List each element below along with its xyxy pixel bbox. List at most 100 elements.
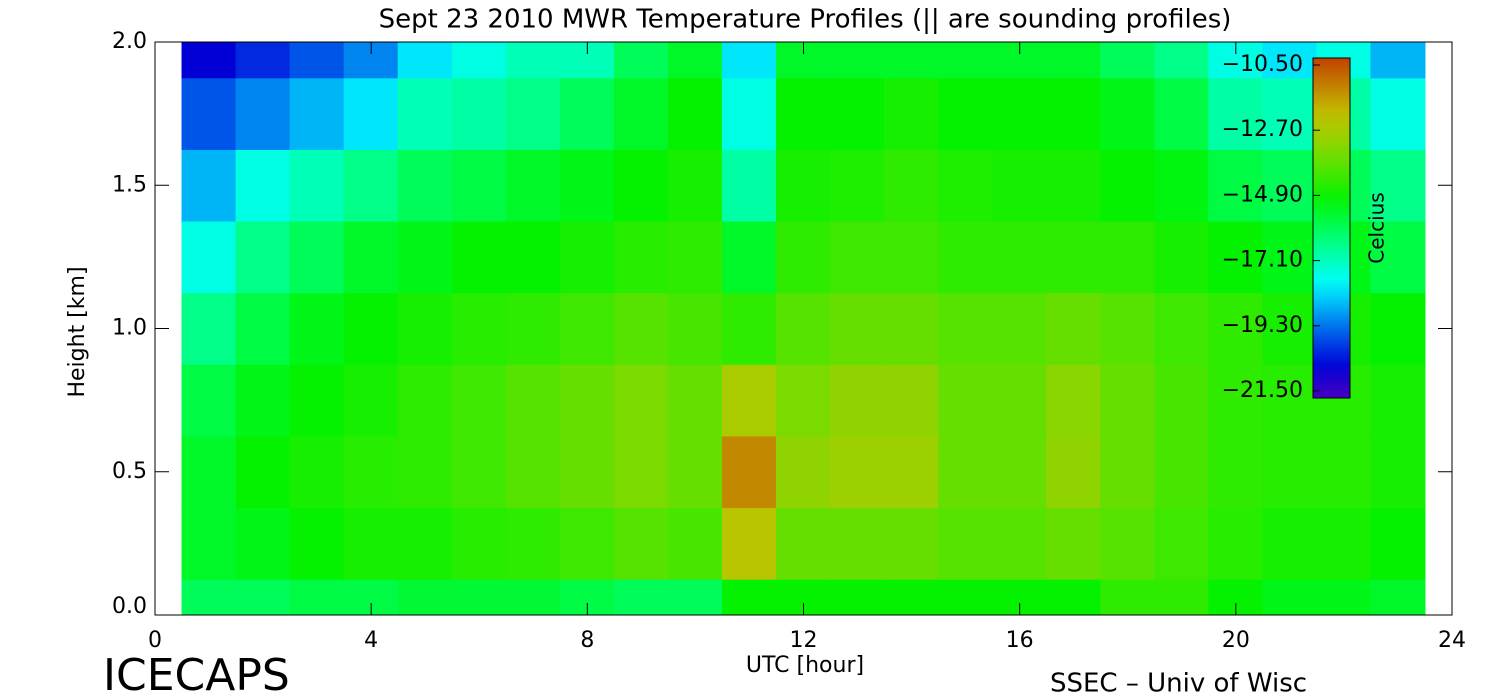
heat-cell: [613, 578, 669, 615]
y-axis-label: Height [km]: [65, 266, 90, 397]
heat-cell: [1154, 77, 1210, 150]
heat-cell: [181, 42, 237, 79]
heat-cell: [1100, 42, 1156, 79]
y-tick-label: 2.0: [112, 29, 147, 54]
heat-cell: [559, 292, 615, 365]
heat-cell: [721, 363, 777, 437]
heat-cell: [1208, 435, 1264, 509]
heat-cell: [397, 42, 453, 79]
heat-cell: [667, 507, 723, 580]
heat-cell: [505, 148, 561, 222]
heat-cell: [1262, 77, 1318, 150]
y-tick-label: 0.5: [112, 459, 147, 484]
heat-cell: [235, 148, 291, 222]
heat-cell: [397, 77, 453, 150]
heat-cell: [343, 435, 399, 509]
heat-cell: [505, 42, 561, 79]
y-tick-label: 0.0: [112, 594, 147, 619]
heat-cell: [667, 292, 723, 365]
heat-cell: [505, 77, 561, 150]
heat-cell: [343, 148, 399, 222]
x-tick-label: 12: [790, 628, 818, 653]
footer-right: SSEC – Univ of Wisc: [1050, 669, 1307, 699]
y-tick-label: 1.0: [112, 316, 147, 341]
heat-cell: [884, 220, 940, 294]
heat-cell: [559, 363, 615, 437]
y-tick-label: 1.5: [112, 172, 147, 197]
heat-cell: [559, 77, 615, 150]
heat-cell: [721, 292, 777, 365]
heat-cell: [559, 507, 615, 580]
colorbar-tick-label: −17.10: [1222, 248, 1303, 273]
heat-cell: [1370, 292, 1426, 365]
heat-cell: [830, 148, 886, 222]
heat-cell: [1154, 42, 1210, 79]
heat-cell: [397, 507, 453, 580]
heat-cell: [235, 363, 291, 437]
heat-cell: [884, 435, 940, 509]
heat-cell: [992, 77, 1048, 150]
heat-cell: [1262, 292, 1318, 365]
heat-cell: [938, 220, 994, 294]
heat-cell: [235, 578, 291, 615]
heat-cell: [1154, 363, 1210, 437]
heat-cell: [451, 507, 507, 580]
x-tick-label: 24: [1438, 628, 1466, 653]
heat-cell: [667, 220, 723, 294]
heat-cell: [721, 435, 777, 509]
heat-cell: [505, 507, 561, 580]
heat-cell: [938, 148, 994, 222]
heat-cell: [181, 77, 237, 150]
heat-cell: [775, 77, 832, 150]
heat-cell: [938, 363, 994, 437]
heat-cell: [613, 148, 669, 222]
heat-cell: [343, 363, 399, 437]
heat-cell: [451, 77, 507, 150]
heat-cell: [1370, 42, 1426, 79]
heat-cell: [1370, 507, 1426, 580]
heat-cell: [884, 42, 940, 79]
heat-cell: [938, 435, 994, 509]
heat-cell: [830, 220, 886, 294]
heat-cell: [1100, 148, 1156, 222]
heat-cell: [343, 220, 399, 294]
heat-cell: [775, 363, 832, 437]
heat-cell: [451, 148, 507, 222]
heat-cell: [1262, 363, 1318, 437]
heat-cell: [1100, 292, 1156, 365]
x-tick-label: 4: [364, 628, 378, 653]
heat-cell: [181, 292, 237, 365]
heat-cell: [613, 507, 669, 580]
heat-cell: [289, 507, 345, 580]
heat-cell: [451, 42, 507, 79]
heat-cell: [938, 578, 994, 615]
heat-cell: [1208, 507, 1264, 580]
footer-left: ICECAPS: [103, 650, 290, 700]
heat-cell: [559, 148, 615, 222]
heat-cell: [1208, 220, 1264, 294]
heat-cell: [181, 148, 237, 222]
heat-cell: [667, 435, 723, 509]
heat-cell: [289, 148, 345, 222]
heat-cell: [1046, 77, 1102, 150]
heat-cell: [559, 435, 615, 509]
heat-cell: [938, 42, 994, 79]
heat-cell: [505, 292, 561, 365]
heat-cell: [235, 292, 291, 365]
heat-cell: [613, 435, 669, 509]
heat-cell: [1046, 220, 1102, 294]
heat-cell: [1046, 292, 1102, 365]
heat-cell: [992, 435, 1048, 509]
heat-cell: [884, 363, 940, 437]
heat-cell: [235, 507, 291, 580]
heat-cell: [181, 435, 237, 509]
heat-cell: [992, 292, 1048, 365]
heat-cell: [613, 363, 669, 437]
colorbar-tick-label: −10.50: [1222, 52, 1303, 77]
heat-cell: [451, 292, 507, 365]
heat-cell: [1100, 363, 1156, 437]
heat-cell: [721, 220, 777, 294]
heat-cell: [397, 292, 453, 365]
heat-cell: [289, 42, 345, 79]
